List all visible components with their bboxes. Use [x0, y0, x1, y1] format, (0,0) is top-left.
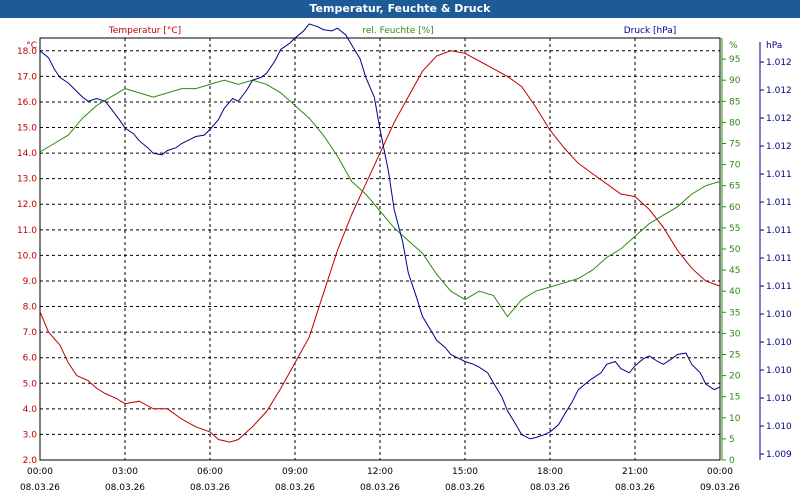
y-tick-humidity: 25 [729, 351, 740, 361]
y-tick-humidity: 30 [729, 329, 741, 339]
x-tick-date: 08.03.26 [530, 483, 570, 493]
y-tick-humidity: 20 [729, 372, 741, 382]
y-tick-pressure: 1.010 [766, 310, 792, 320]
y-tick-pressure: 1.010 [766, 366, 792, 376]
y-tick-temperature: 11.0 [17, 226, 37, 236]
x-tick-date: 08.03.26 [360, 483, 400, 493]
y-tick-humidity: 65 [729, 182, 740, 192]
x-tick-date: 08.03.26 [105, 483, 145, 493]
y-tick-humidity: 85 [729, 97, 740, 107]
y-tick-temperature: 18.0 [17, 47, 37, 57]
window-title: Temperatur, Feuchte & Druck [0, 0, 800, 18]
y-tick-humidity: 50 [729, 245, 741, 255]
y-tick-pressure: 1.010 [766, 394, 792, 404]
x-tick-time: 18:00 [537, 467, 563, 477]
y-tick-temperature: 12.0 [17, 200, 37, 210]
x-tick-time: 00:00 [27, 467, 53, 477]
y-tick-humidity: 75 [729, 140, 740, 150]
y-tick-pressure: 1.011 [766, 170, 792, 180]
x-tick-date: 08.03.26 [275, 483, 315, 493]
y-tick-temperature: 7.0 [23, 328, 38, 338]
axis-unit-temperature: °C [26, 41, 37, 51]
y-tick-temperature: 8.0 [23, 303, 38, 313]
y-tick-temperature: 3.0 [23, 430, 38, 440]
legend-temperature: Temperatur [°C] [108, 26, 181, 36]
legend-humidity: rel. Feuchte [%] [362, 26, 433, 36]
y-tick-humidity: 90 [729, 76, 741, 86]
y-tick-humidity: 5 [729, 435, 735, 445]
x-tick-time: 21:00 [622, 467, 648, 477]
y-tick-temperature: 13.0 [17, 175, 37, 185]
x-tick-time: 12:00 [367, 467, 393, 477]
y-tick-humidity: 95 [729, 55, 740, 65]
x-tick-date: 08.03.26 [445, 483, 485, 493]
series-line-humidity [39, 79, 721, 318]
x-tick-time: 15:00 [452, 467, 478, 477]
x-tick-date: 08.03.26 [190, 483, 230, 493]
y-tick-pressure: 1.011 [766, 254, 792, 264]
axis-unit-humidity: % [729, 41, 738, 51]
chart: 00:00 08.03.26 03:00 08.03.26 06:00 08.03.26 0… [17, 23, 792, 493]
y-tick-pressure: 1.011 [766, 226, 792, 236]
y-tick-humidity: 0 [729, 456, 735, 466]
y-tick-humidity: 10 [729, 414, 741, 424]
series-line-temperature [39, 50, 721, 443]
y-tick-humidity: 45 [729, 266, 740, 276]
y-tick-humidity: 60 [729, 203, 741, 213]
y-tick-pressure: 1.010 [766, 422, 792, 432]
y-tick-temperature: 15.0 [17, 124, 37, 134]
y-tick-humidity: 15 [729, 393, 740, 403]
y-tick-temperature: 6.0 [23, 354, 38, 364]
y-tick-pressure: 1.012 [766, 86, 792, 96]
y-tick-pressure: 1.009 [766, 450, 792, 460]
x-tick-time: 00:00 [707, 467, 733, 477]
y-tick-temperature: 16.0 [17, 98, 37, 108]
y-tick-humidity: 55 [729, 224, 740, 234]
y-tick-pressure: 1.011 [766, 282, 792, 292]
y-tick-pressure: 1.012 [766, 58, 792, 68]
y-tick-humidity: 40 [729, 287, 741, 297]
y-tick-temperature: 17.0 [17, 72, 37, 82]
y-tick-temperature: 2.0 [23, 456, 38, 466]
x-tick-time: 03:00 [112, 467, 138, 477]
y-tick-temperature: 14.0 [17, 149, 37, 159]
y-tick-pressure: 1.010 [766, 338, 792, 348]
y-tick-humidity: 70 [729, 161, 741, 171]
x-tick-date: 08.03.26 [20, 483, 60, 493]
y-tick-temperature: 5.0 [23, 379, 38, 389]
y-tick-humidity: 35 [729, 308, 740, 318]
series-line-pressure [39, 23, 721, 440]
y-tick-humidity: 80 [729, 118, 741, 128]
x-tick-time: 06:00 [197, 467, 223, 477]
y-tick-pressure: 1.012 [766, 142, 792, 152]
x-tick-date: 09.03.26 [700, 483, 740, 493]
x-tick-time: 09:00 [282, 467, 308, 477]
y-tick-temperature: 4.0 [23, 405, 38, 415]
y-tick-pressure: 1.012 [766, 114, 792, 124]
y-tick-temperature: 9.0 [23, 277, 38, 287]
axis-unit-pressure: hPa [766, 41, 782, 51]
x-tick-date: 08.03.26 [615, 483, 655, 493]
y-tick-pressure: 1.011 [766, 198, 792, 208]
y-tick-temperature: 10.0 [17, 251, 37, 261]
legend-pressure: Druck [hPa] [624, 26, 677, 36]
